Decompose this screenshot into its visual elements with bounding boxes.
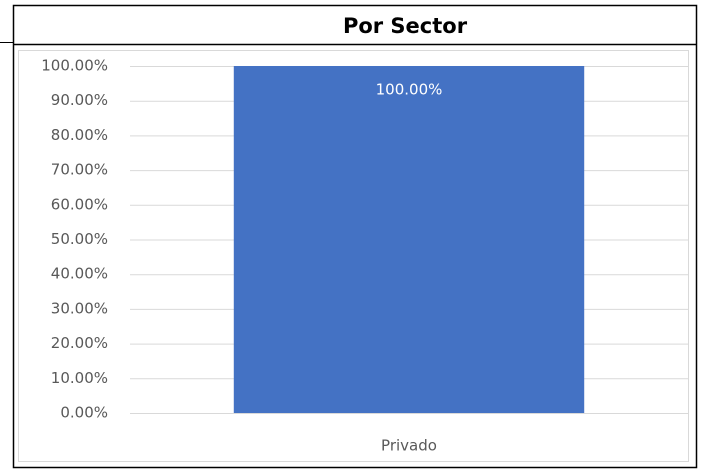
y-tick-label: 50.00% [51, 230, 108, 248]
y-tick-label: 40.00% [51, 265, 108, 283]
chart-title: Por Sector [343, 14, 468, 38]
y-tick-label: 60.00% [51, 195, 108, 213]
data-label: 100.00% [376, 81, 443, 99]
y-tick-label: 90.00% [51, 91, 108, 109]
y-tick-label: 70.00% [51, 161, 108, 179]
y-tick-label: 10.00% [51, 369, 108, 387]
y-tick-label: 20.00% [51, 334, 108, 352]
outer-border [12, 4, 698, 469]
chart-border [18, 50, 689, 462]
y-tick-label: 100.00% [41, 57, 108, 75]
x-tick-label: Privado [381, 437, 437, 455]
bar [233, 66, 585, 413]
y-tick-label: 0.00% [60, 404, 108, 422]
y-tick-label: 80.00% [51, 126, 108, 144]
y-tick-label: 30.00% [51, 299, 108, 317]
